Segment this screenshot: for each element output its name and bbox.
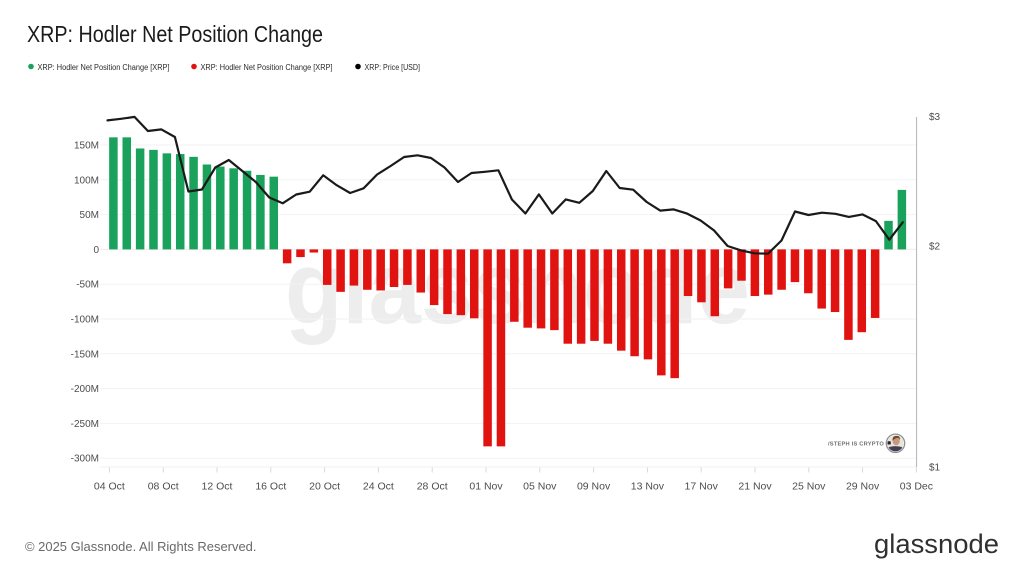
svg-text:XRP: Hodler Net Position Chang: XRP: Hodler Net Position Change [XRP] [38, 63, 170, 72]
svg-text:13 Nov: 13 Nov [631, 481, 665, 493]
svg-text:28 Oct: 28 Oct [417, 481, 448, 493]
svg-text:20 Oct: 20 Oct [309, 481, 340, 493]
svg-text:29 Nov: 29 Nov [846, 481, 880, 493]
svg-text:04 Oct: 04 Oct [94, 481, 125, 493]
svg-text:-200M: -200M [71, 384, 99, 395]
svg-text:24 Oct: 24 Oct [363, 481, 394, 493]
svg-text:-150M: -150M [71, 349, 99, 360]
svg-text:$3: $3 [929, 112, 941, 123]
svg-text:glassnode: glassnode [874, 529, 999, 559]
svg-text:09 Nov: 09 Nov [577, 481, 611, 493]
svg-text:0: 0 [93, 245, 99, 256]
svg-text:XRP: Hodler Net Position Chang: XRP: Hodler Net Position Change [27, 21, 323, 47]
svg-text:25 Nov: 25 Nov [792, 481, 826, 493]
svg-text:17 Nov: 17 Nov [685, 481, 719, 493]
svg-text:-100M: -100M [71, 315, 99, 326]
svg-text:-250M: -250M [71, 419, 99, 430]
svg-text:05 Nov: 05 Nov [523, 481, 557, 493]
svg-text:XRP: Price [USD]: XRP: Price [USD] [365, 63, 421, 72]
svg-text:03 Dec: 03 Dec [900, 481, 933, 493]
svg-text:$2: $2 [929, 241, 941, 252]
svg-text:16 Oct: 16 Oct [255, 481, 286, 493]
svg-text:XRP: Hodler Net Position Chang: XRP: Hodler Net Position Change [XRP] [201, 63, 333, 72]
svg-text:08 Oct: 08 Oct [148, 481, 179, 493]
svg-text:© 2025 Glassnode. All Rights R: © 2025 Glassnode. All Rights Reserved. [25, 539, 257, 554]
svg-text:50M: 50M [80, 210, 99, 221]
svg-text:-300M: -300M [71, 454, 99, 465]
svg-text:21 Nov: 21 Nov [738, 481, 772, 493]
svg-text:/STEPH IS CRYPTO: /STEPH IS CRYPTO [828, 441, 884, 447]
svg-text:-50M: -50M [76, 280, 99, 291]
svg-text:01 Nov: 01 Nov [469, 481, 503, 493]
svg-text:150M: 150M [74, 141, 99, 152]
svg-text:12 Oct: 12 Oct [202, 481, 233, 493]
svg-text:$1: $1 [929, 462, 941, 473]
svg-text:100M: 100M [74, 175, 99, 186]
